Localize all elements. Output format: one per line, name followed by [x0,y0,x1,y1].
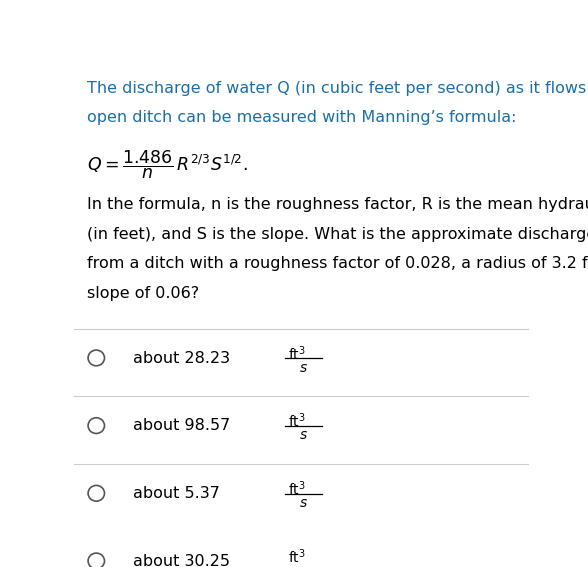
Text: The discharge of water Q (in cubic feet per second) as it flows through an: The discharge of water Q (in cubic feet … [87,81,588,96]
Text: $\mathregular{ft}^3$: $\mathregular{ft}^3$ [288,412,306,430]
Text: $\mathregular{ft}^3$: $\mathregular{ft}^3$ [288,547,306,565]
Text: $Q = \dfrac{1.486}{n}\,R^{2/3}S^{1/2}.$: $Q = \dfrac{1.486}{n}\,R^{2/3}S^{1/2}.$ [87,149,248,181]
Text: $s$: $s$ [299,428,308,442]
Text: $s$: $s$ [299,564,308,567]
Text: from a ditch with a roughness factor of 0.028, a radius of 3.2 feet, and a: from a ditch with a roughness factor of … [87,256,588,271]
Text: $\mathregular{ft}^3$: $\mathregular{ft}^3$ [288,344,306,362]
Text: about 98.57: about 98.57 [133,418,230,433]
Text: $\mathregular{ft}^3$: $\mathregular{ft}^3$ [288,479,306,498]
Text: about 28.23: about 28.23 [133,350,230,366]
Text: $s$: $s$ [299,361,308,375]
Text: slope of 0.06?: slope of 0.06? [87,286,199,301]
Text: $s$: $s$ [299,496,308,510]
Text: about 30.25: about 30.25 [133,553,230,567]
Text: (in feet), and S is the slope. What is the approximate discharge of water: (in feet), and S is the slope. What is t… [87,227,588,242]
Text: open ditch can be measured with Manning’s formula:: open ditch can be measured with Manning’… [87,109,517,125]
Text: In the formula, n is the roughness factor, R is the mean hydraulic radius: In the formula, n is the roughness facto… [87,197,588,212]
Text: about 5.37: about 5.37 [133,486,219,501]
